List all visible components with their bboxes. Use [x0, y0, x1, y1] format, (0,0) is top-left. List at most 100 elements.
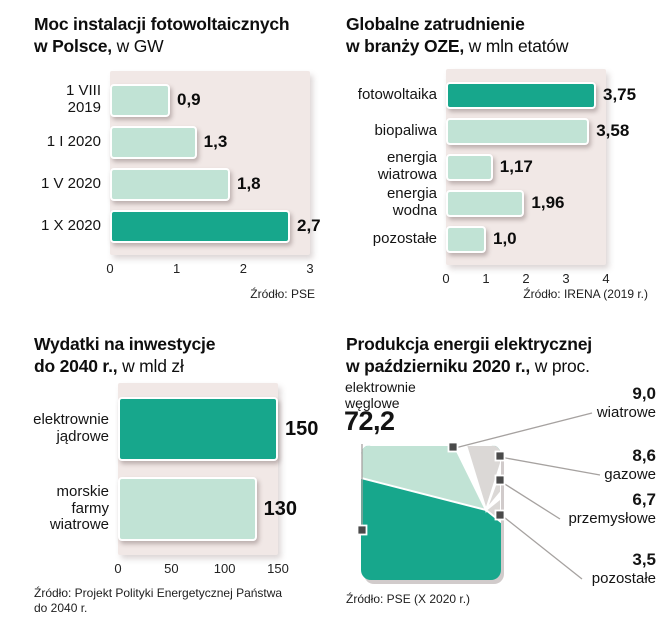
panel-pv-capacity: Moc instalacji fotowoltaicznych w Polsce,…: [0, 0, 336, 320]
bar-row: 150: [118, 389, 318, 469]
square-pie-production: elektrownie węglowe 72,2 9,0 wiatrowe 8,6 gaz…: [336, 320, 672, 640]
slice-callout: 8,6 gazowe: [604, 446, 656, 483]
bar: [110, 209, 290, 243]
main-slice-label: elektrownie węglowe: [345, 379, 416, 411]
source-note-pv: Źródło: PSE: [250, 287, 315, 301]
source-note-investments: Źródło: Projekt Polityki Energetycznej P…: [34, 586, 283, 615]
bar-category-label: elektrownie jądrowe: [33, 411, 109, 446]
axis-tick-label: 0: [114, 561, 122, 577]
axis-tick-label: 50: [164, 561, 179, 577]
connector-wiatrowe: [454, 412, 593, 449]
bar: [446, 225, 486, 253]
bar-row: 3,58: [446, 113, 629, 149]
bar-row: 1,96: [446, 185, 606, 221]
x-axis: 0 50 100 150: [114, 559, 288, 577]
slice-value: 6,7: [632, 490, 656, 509]
bar-category-label: biopaliwa: [374, 121, 437, 139]
axis-tick-label: 2: [239, 261, 247, 277]
bar-category-label: 1 X 2020: [40, 216, 101, 234]
chart-title-investments: Wydatki na inwestycje do 2040 r., w mld z…: [34, 333, 328, 377]
marker-wiatrowe: [447, 441, 459, 453]
bar: [110, 125, 197, 159]
bar-chart-investments: elektrownie jądrowe morskie farmy wiatrow…: [33, 383, 328, 577]
title-line1: Produkcja energii elektrycznej: [346, 334, 592, 354]
x-axis: 0 1 2 3: [106, 259, 314, 277]
x-axis: 0 1 2 3 4: [442, 269, 610, 287]
slice-label: przemysłowe: [568, 510, 656, 527]
plot-area: 0,9 1,3 1,8 2,7: [110, 71, 321, 256]
bar-category-label: fotowoltaika: [357, 85, 437, 103]
axis-tick-label: 100: [213, 561, 236, 577]
category-labels: 1 VIII 2019 1 I 2020 1 V 2020 1 X 2020: [34, 71, 110, 255]
bar-value-label: 1,96: [531, 193, 565, 213]
bar: [446, 189, 525, 217]
bar-value-label: 3,58: [596, 121, 630, 141]
axis-tick-label: 3: [562, 271, 570, 287]
bar-chart-oze-employment: fotowoltaika biopaliwa energia wiatrowa ene…: [346, 69, 664, 287]
bar-chart-body: 1 VIII 2019 1 I 2020 1 V 2020 1 X 2020 0,9 1,…: [34, 71, 328, 256]
title-unit: w proc.: [530, 356, 590, 377]
title-line1: Moc instalacji fotowoltaicznych: [34, 14, 290, 34]
main-slice-value: 72,2: [344, 406, 395, 436]
bar-value-label: 3,75: [603, 85, 637, 105]
slice-value: 3,5: [632, 550, 656, 569]
plot-area: 3,75 3,58 1,17 1,96 1,0: [446, 69, 636, 266]
axis-tick-label: 0: [106, 261, 114, 277]
title-line2-bold: w branży OZE,: [346, 36, 464, 57]
title-line2-bold: w Polsce,: [34, 36, 112, 57]
bar: [446, 81, 596, 109]
bar: [446, 117, 590, 145]
bar: [110, 83, 170, 117]
bar-category-label: 1 V 2020: [40, 174, 101, 192]
category-labels: fotowoltaika biopaliwa energia wiatrowa ene…: [346, 69, 446, 265]
bar-chart-pv-capacity: 1 VIII 2019 1 I 2020 1 V 2020 1 X 2020 0,9 1,…: [34, 71, 328, 277]
marker-weglowe: [356, 524, 368, 536]
slice-label: wiatrowe: [596, 404, 656, 421]
slice-label: gazowe: [604, 466, 656, 483]
title-unit: w GW: [111, 36, 164, 57]
slice-callout: 6,7 przemysłowe: [568, 490, 656, 527]
bar-value-label: 2,7: [297, 216, 321, 236]
square-pie-chart: [356, 412, 601, 584]
title-line2-bold: do 2040 r.,: [34, 356, 118, 377]
bar-row: 130: [118, 469, 297, 549]
bar-chart-body: elektrownie jądrowe morskie farmy wiatrow…: [33, 383, 328, 556]
bar-row: 2,7: [110, 205, 321, 247]
bar-category-label: 1 I 2020: [46, 132, 101, 150]
slice-callout: 9,0 wiatrowe: [597, 384, 656, 421]
marker-przemyslowe: [494, 474, 506, 486]
axis-tick-label: 1: [482, 271, 490, 287]
slice-value: 8,6: [632, 446, 656, 465]
title-line2-bold: w październiku 2020 r.,: [346, 356, 531, 377]
marker-gazowe: [494, 450, 506, 462]
axis-tick-label: 1: [173, 261, 181, 277]
bar-category-label: 1 VIII 2019: [65, 82, 101, 117]
connector-przemyslowe: [499, 480, 561, 520]
bar-value-label: 1,17: [499, 157, 533, 177]
title-unit: w mld zł: [117, 356, 184, 377]
bar-row: 1,8: [110, 163, 310, 205]
plot-area: 150 130: [118, 383, 318, 556]
slice-gap-1: [454, 445, 486, 510]
bar-row: 0,9: [110, 79, 310, 121]
panel-oze-employment: Globalne zatrudnienie w branży OZE, w mln…: [336, 0, 672, 320]
axis-tick-label: 4: [602, 271, 610, 287]
bar-value-label: 130: [263, 497, 298, 520]
bar-value-label: 1,0: [493, 229, 517, 249]
bar-value-label: 1,8: [237, 174, 261, 194]
marker-pozostale: [494, 509, 506, 521]
bar: [118, 477, 257, 542]
source-note-oze: Źródło: IRENA (2019 r.): [523, 287, 648, 301]
title-unit: w mln etatów: [463, 36, 569, 57]
bar: [446, 153, 493, 181]
slice-gap-3: [486, 492, 501, 510]
slice-label: pozostałe: [591, 570, 656, 587]
axis-tick-label: 0: [442, 271, 450, 287]
chart-title-production: Produkcja energii elektrycznej w paździer…: [346, 333, 664, 377]
slice-wiatrowe: [361, 445, 488, 512]
bar-value-label: 1,3: [203, 132, 228, 152]
bar-value-label: 0,9: [177, 90, 201, 110]
bar: [118, 397, 278, 462]
axis-tick-label: 3: [306, 261, 314, 277]
